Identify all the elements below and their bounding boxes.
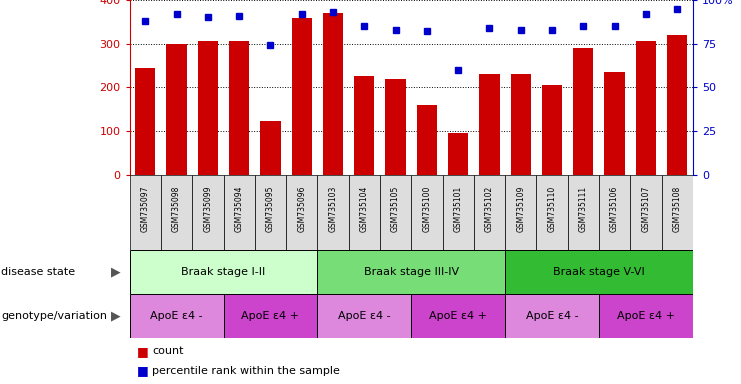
Bar bbox=[542, 85, 562, 175]
Bar bbox=[291, 18, 312, 175]
Text: GSM735110: GSM735110 bbox=[548, 186, 556, 232]
Text: count: count bbox=[152, 346, 184, 356]
Text: genotype/variation: genotype/variation bbox=[1, 311, 107, 321]
Bar bbox=[317, 175, 349, 250]
Text: GSM735096: GSM735096 bbox=[297, 186, 306, 232]
Bar bbox=[229, 41, 249, 175]
Bar bbox=[505, 175, 536, 250]
Text: GSM735103: GSM735103 bbox=[328, 186, 338, 232]
Text: ApoE ε4 -: ApoE ε4 - bbox=[525, 311, 579, 321]
Bar bbox=[662, 175, 693, 250]
Bar bbox=[631, 175, 662, 250]
Text: ■: ■ bbox=[137, 364, 149, 377]
Text: Braak stage I-II: Braak stage I-II bbox=[182, 266, 266, 277]
Bar bbox=[130, 294, 224, 338]
Text: GSM735111: GSM735111 bbox=[579, 186, 588, 232]
Bar bbox=[161, 175, 192, 250]
Bar bbox=[605, 72, 625, 175]
Bar bbox=[260, 121, 281, 175]
Bar bbox=[349, 175, 380, 250]
Text: GSM735109: GSM735109 bbox=[516, 186, 525, 232]
Text: GSM735101: GSM735101 bbox=[453, 186, 462, 232]
Bar bbox=[130, 250, 317, 294]
Bar bbox=[568, 175, 599, 250]
Text: GSM735098: GSM735098 bbox=[172, 186, 181, 232]
Bar bbox=[442, 175, 473, 250]
Bar bbox=[505, 250, 693, 294]
Bar bbox=[505, 294, 599, 338]
Bar bbox=[479, 74, 499, 175]
Text: ApoE ε4 -: ApoE ε4 - bbox=[150, 311, 203, 321]
Text: ApoE ε4 +: ApoE ε4 + bbox=[429, 311, 487, 321]
Bar bbox=[416, 105, 437, 175]
Bar bbox=[286, 175, 317, 250]
Text: GSM735095: GSM735095 bbox=[266, 186, 275, 232]
Text: Braak stage V-VI: Braak stage V-VI bbox=[553, 266, 645, 277]
Bar bbox=[354, 76, 374, 175]
Bar bbox=[636, 41, 656, 175]
Text: GSM735107: GSM735107 bbox=[642, 186, 651, 232]
Bar bbox=[473, 175, 505, 250]
Text: ▶: ▶ bbox=[111, 265, 121, 278]
Text: GSM735100: GSM735100 bbox=[422, 186, 431, 232]
Bar bbox=[317, 294, 411, 338]
Text: GSM735102: GSM735102 bbox=[485, 186, 494, 232]
Text: GSM735108: GSM735108 bbox=[673, 186, 682, 232]
Text: ApoE ε4 -: ApoE ε4 - bbox=[338, 311, 391, 321]
Bar bbox=[198, 41, 218, 175]
Text: GSM735106: GSM735106 bbox=[610, 186, 619, 232]
Bar bbox=[167, 44, 187, 175]
Bar bbox=[599, 175, 631, 250]
Text: GSM735094: GSM735094 bbox=[235, 186, 244, 232]
Bar bbox=[385, 79, 406, 175]
Text: GSM735097: GSM735097 bbox=[141, 186, 150, 232]
Text: percentile rank within the sample: percentile rank within the sample bbox=[152, 366, 340, 376]
Text: GSM735099: GSM735099 bbox=[203, 186, 213, 232]
Bar bbox=[411, 175, 442, 250]
Bar bbox=[255, 175, 286, 250]
Bar bbox=[135, 68, 156, 175]
Text: ■: ■ bbox=[137, 345, 149, 358]
Text: ▶: ▶ bbox=[111, 310, 121, 322]
Text: GSM735105: GSM735105 bbox=[391, 186, 400, 232]
Bar bbox=[599, 294, 693, 338]
Text: GSM735104: GSM735104 bbox=[360, 186, 369, 232]
Text: Braak stage III-IV: Braak stage III-IV bbox=[364, 266, 459, 277]
Bar bbox=[411, 294, 505, 338]
Bar bbox=[224, 175, 255, 250]
Bar bbox=[192, 175, 224, 250]
Bar bbox=[317, 250, 505, 294]
Bar bbox=[511, 74, 531, 175]
Bar bbox=[130, 175, 161, 250]
Text: disease state: disease state bbox=[1, 266, 76, 277]
Text: ApoE ε4 +: ApoE ε4 + bbox=[242, 311, 299, 321]
Bar bbox=[224, 294, 317, 338]
Bar bbox=[448, 133, 468, 175]
Bar bbox=[380, 175, 411, 250]
Bar bbox=[323, 13, 343, 175]
Bar bbox=[574, 48, 594, 175]
Text: ApoE ε4 +: ApoE ε4 + bbox=[617, 311, 675, 321]
Bar bbox=[667, 35, 688, 175]
Bar bbox=[536, 175, 568, 250]
